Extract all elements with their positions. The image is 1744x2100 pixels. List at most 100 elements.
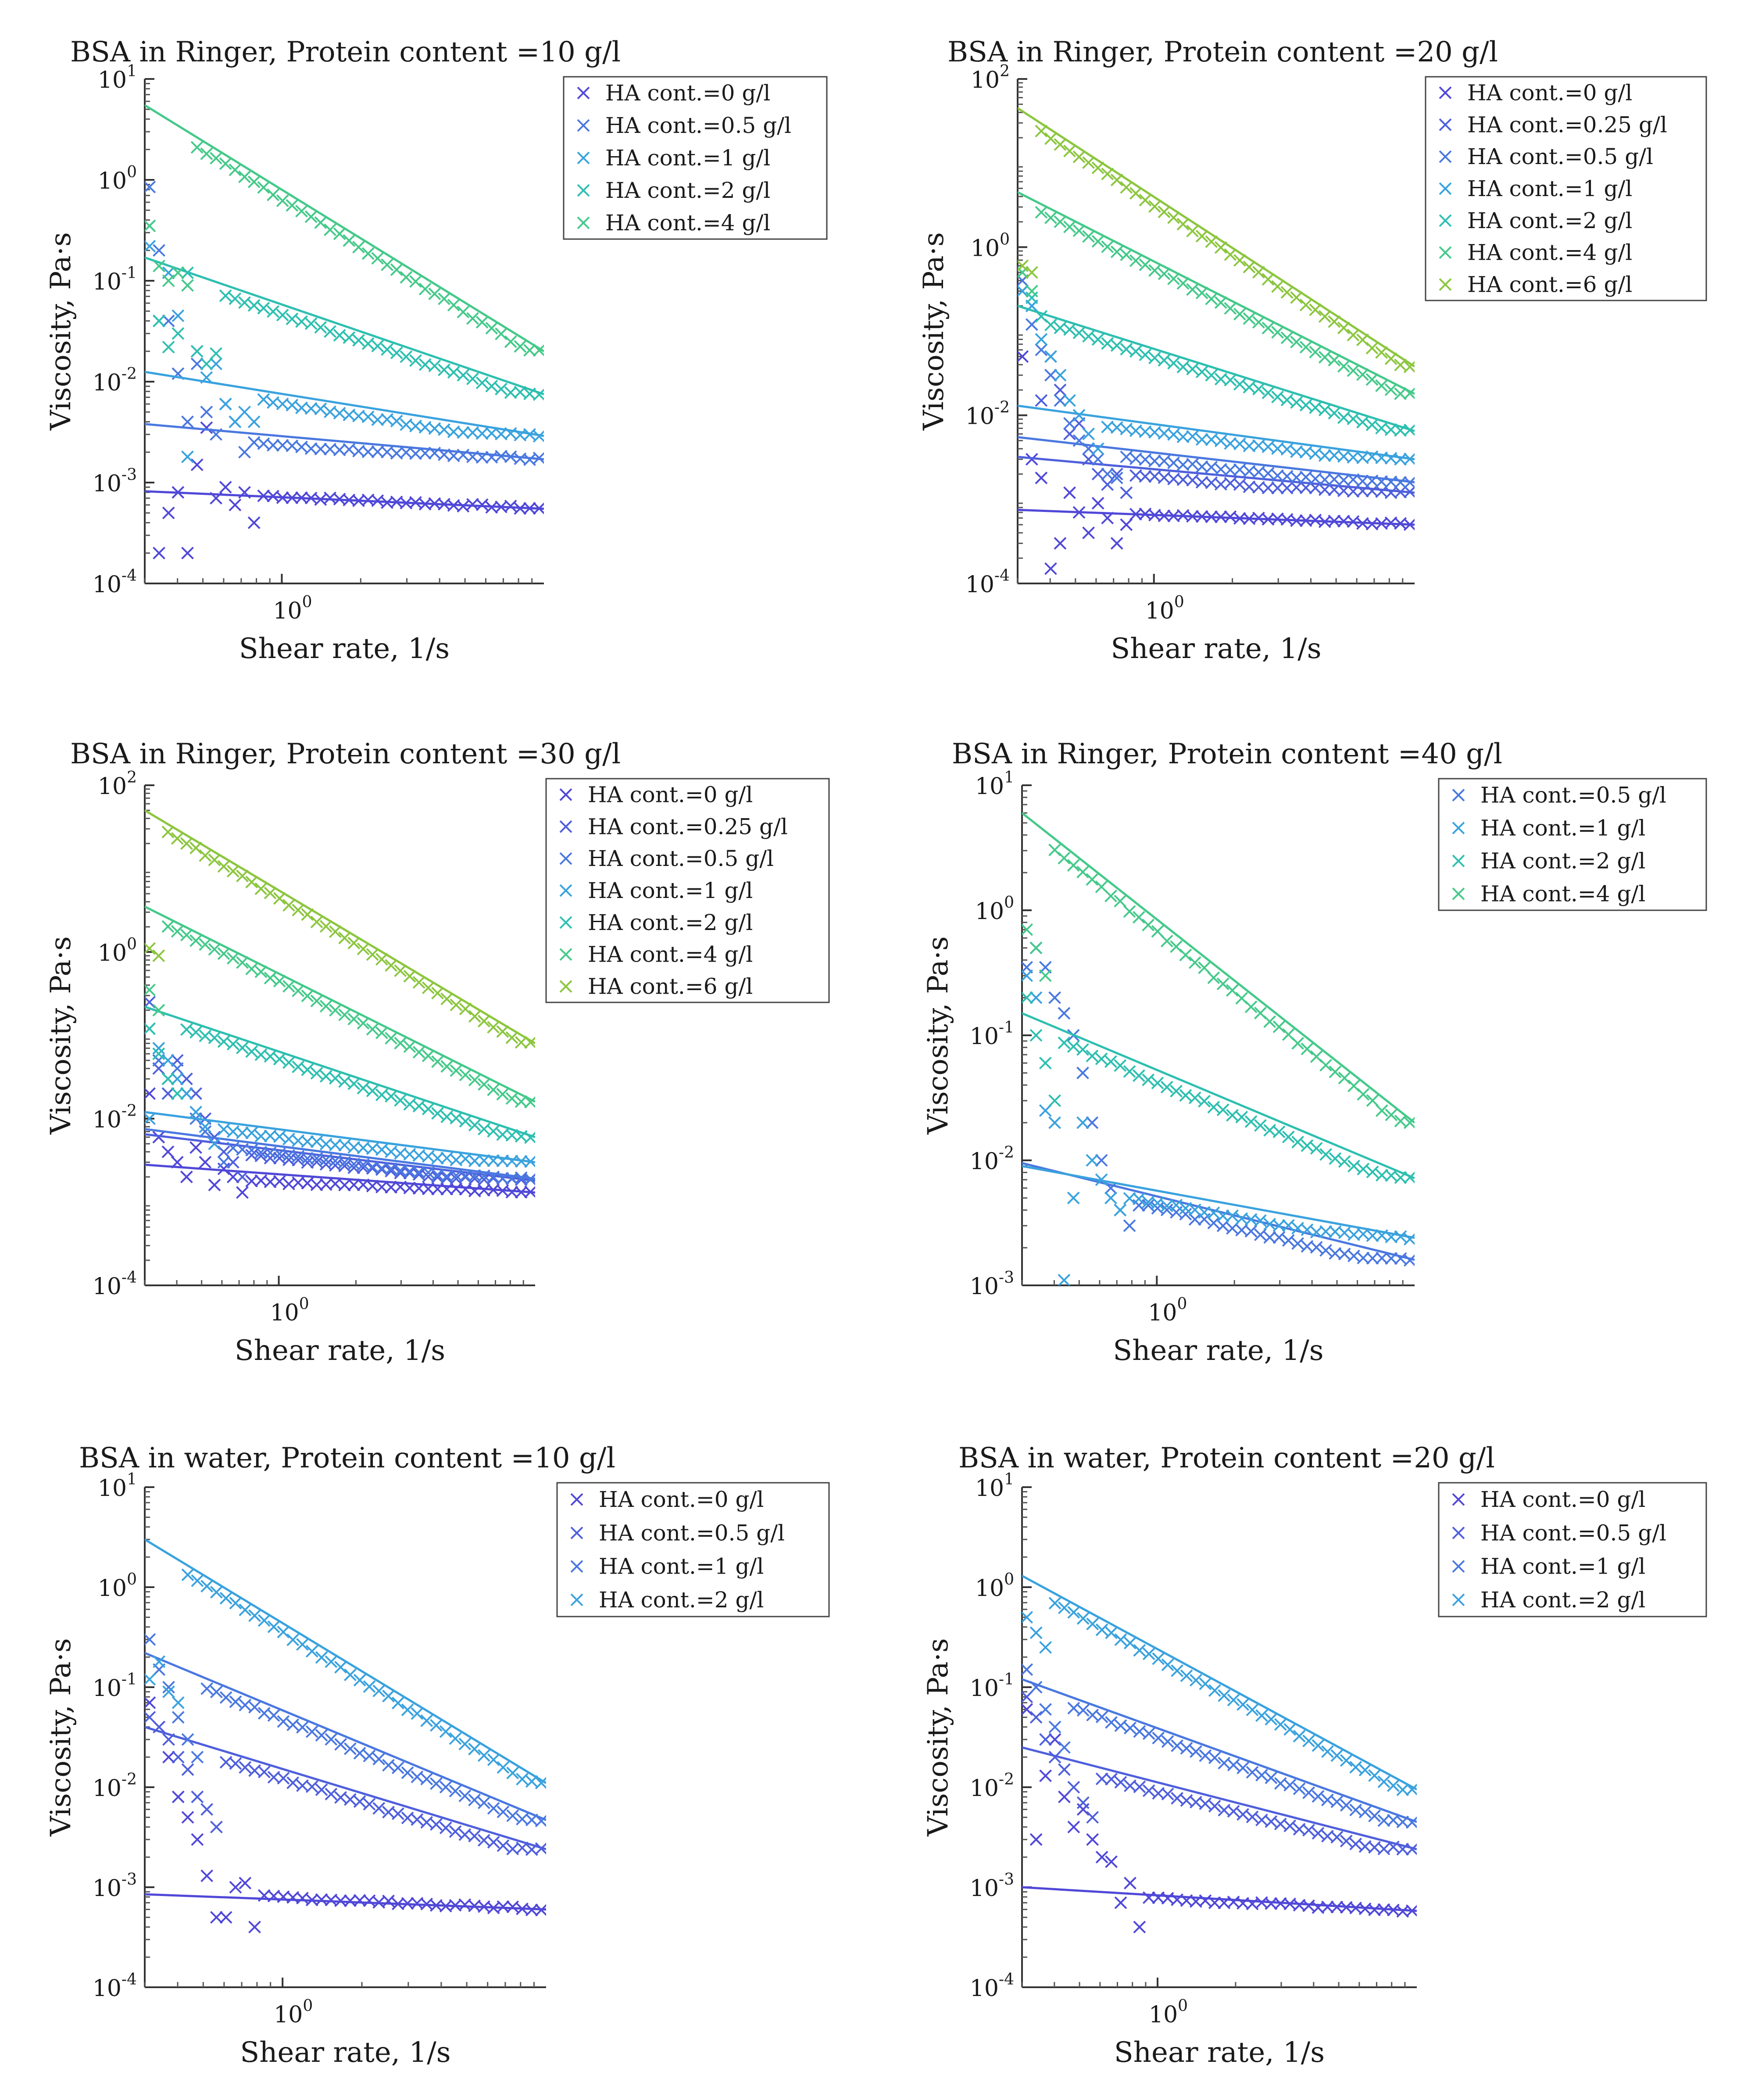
data-point (1188, 1213, 1201, 1226)
legend-marker (1452, 1593, 1465, 1606)
data-point (375, 1026, 388, 1039)
data-point (229, 163, 242, 176)
data-point (1290, 471, 1303, 484)
y-tick-label: 10-2 (93, 1771, 137, 1802)
data-point (236, 1186, 249, 1199)
data-point (428, 359, 441, 372)
data-point (217, 1123, 230, 1136)
legend-marker (1439, 214, 1452, 227)
data-point (161, 1145, 175, 1159)
data-point (229, 1757, 242, 1770)
legend-marker (1439, 86, 1452, 99)
legend-marker (559, 980, 572, 993)
data-point (219, 1592, 232, 1605)
data-point (338, 1008, 351, 1021)
data-point (1255, 1709, 1268, 1722)
data-point (1244, 1225, 1258, 1238)
data-point (199, 1125, 212, 1138)
data-point (1104, 890, 1117, 902)
data-point (305, 1893, 318, 1907)
legend-entry: HA cont.=0 g/l (605, 80, 770, 106)
data-point (466, 450, 479, 463)
x-tick-label: 100 (270, 1295, 309, 1326)
x-tick-exponent: 0 (299, 1295, 309, 1313)
data-point (1110, 537, 1123, 550)
data-point (1216, 977, 1229, 991)
data-point (1356, 484, 1369, 497)
data-point (286, 199, 299, 212)
data-point (292, 984, 305, 997)
data-point (1237, 1761, 1249, 1774)
data-point (459, 1169, 472, 1182)
series-layer (144, 104, 544, 599)
data-point (267, 305, 279, 318)
data-point (1139, 348, 1152, 361)
data-point (1405, 1904, 1417, 1918)
y-tick-label: 10-2 (965, 399, 1010, 430)
data-point (439, 1821, 452, 1835)
y-tick-exponent: -4 (994, 567, 1010, 585)
data-point (239, 1603, 252, 1617)
data-point (1337, 322, 1350, 334)
data-point (264, 887, 277, 900)
data-point (229, 1695, 242, 1708)
data-point (1179, 948, 1192, 962)
data-point (1029, 1681, 1043, 1694)
data-point (382, 1759, 395, 1772)
data-point (1044, 562, 1057, 575)
data-point (1076, 1612, 1090, 1625)
data-point (1195, 286, 1208, 300)
data-point (487, 1753, 500, 1766)
data-point (189, 1026, 202, 1039)
legend: HA cont.=0 g/l HA cont.=0.25 g/l HA cont.=… (1425, 76, 1707, 301)
data-point (431, 987, 444, 1000)
data-point (506, 1809, 519, 1822)
data-point (1205, 368, 1218, 382)
y-tick-exponent: -2 (994, 399, 1010, 417)
data-point (524, 1095, 535, 1109)
data-point (226, 1170, 239, 1184)
data-point (1340, 1799, 1353, 1812)
legend-marker (577, 151, 590, 165)
legend-marker (559, 948, 572, 961)
data-point (440, 992, 454, 1005)
y-tick-label: 10-4 (93, 1269, 137, 1300)
data-point (200, 405, 213, 419)
data-point (236, 869, 249, 883)
data-point (366, 1084, 379, 1098)
data-point (181, 266, 194, 279)
data-point (1272, 1219, 1286, 1232)
data-point (1299, 399, 1312, 412)
y-tick-label: 10-3 (93, 1871, 137, 1902)
data-point (219, 1911, 232, 1924)
data-point (145, 1711, 156, 1724)
data-point (1262, 513, 1275, 526)
y-tick-exponent: 1 (127, 62, 137, 80)
data-point (229, 415, 242, 428)
data-point (161, 1072, 175, 1085)
data-point (153, 259, 165, 272)
data-point (1186, 458, 1199, 471)
data-point (1095, 1173, 1108, 1186)
data-point (1195, 510, 1208, 523)
data-point (457, 368, 470, 382)
data-point (334, 1660, 347, 1674)
y-tick-exponent: -4 (122, 1971, 137, 1989)
data-point (334, 1738, 347, 1751)
data-point (1114, 1633, 1127, 1646)
data-point (1054, 368, 1067, 382)
data-point (144, 587, 155, 599)
data-point (329, 1072, 342, 1085)
data-point (189, 841, 202, 855)
data-point (1067, 1606, 1080, 1619)
data-point (296, 1638, 309, 1651)
data-point (401, 1766, 414, 1779)
data-point (352, 240, 365, 254)
data-point (440, 1183, 454, 1196)
data-point (1190, 1745, 1202, 1758)
data-point (153, 1721, 166, 1734)
data-point (236, 1041, 249, 1054)
data-point (315, 1893, 328, 1906)
data-point (1244, 1115, 1258, 1128)
data-point (422, 1102, 435, 1116)
